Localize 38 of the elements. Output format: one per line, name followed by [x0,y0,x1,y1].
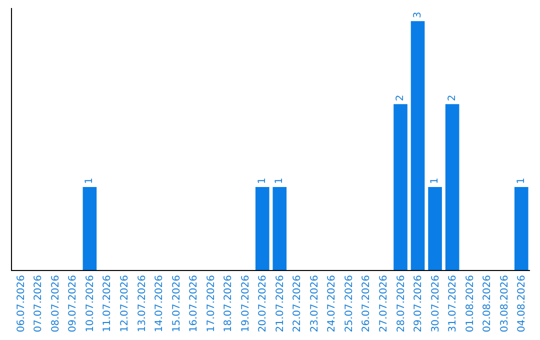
x-tick-label: 06.07.2026 [16,275,27,332]
data-label: 2 [395,94,406,102]
data-label: 1 [430,178,441,184]
x-tick-label: 25.07.2026 [344,275,355,332]
data-label: 2 [446,94,458,102]
x-tick-label: 16.07.2026 [188,275,200,332]
data-label: 1 [256,178,268,184]
x-tick-label: 27.07.2026 [378,275,390,332]
x-tick-label: 28.07.2026 [396,275,407,332]
x-tick-label: 24.07.2026 [326,275,338,332]
x-tick-label: 01.08.2026 [464,275,476,332]
x-tick-label: 15.07.2026 [171,275,182,332]
x-tick-label: 13.07.2026 [136,275,148,332]
x-tick-label: 10.07.2026 [84,275,96,332]
x-tick-label: 22.07.2026 [292,275,304,332]
x-tick-label: 21.07.2026 [274,275,286,332]
x-tick-label: 07.07.2026 [33,275,44,332]
data-label: 1 [84,178,96,184]
x-tick-label: 23.07.2026 [309,275,320,332]
x-tick-label: 18.07.2026 [223,275,234,332]
x-tick-label: 30.07.2026 [430,275,442,332]
x-tick-label: 19.07.2026 [240,275,252,332]
x-tick-label: 02.08.2026 [482,275,494,332]
x-tick-label: 31.07.2026 [448,275,459,332]
data-label: 1 [516,178,527,184]
x-tick-label: 03.08.2026 [499,275,510,332]
x-tick-label: 04.08.2026 [516,275,528,332]
x-tick-label: 17.07.2026 [206,275,217,332]
x-tick-label: 09.07.2026 [68,275,79,332]
x-tick-label: 08.07.2026 [50,275,62,332]
data-label: 1 [274,178,286,184]
data-label: 3 [412,12,424,18]
x-tick-label: 26.07.2026 [361,275,372,332]
x-tick-label: 14.07.2026 [154,275,166,332]
x-tick-label: 11.07.2026 [102,275,114,332]
x-tick-label: 29.07.2026 [413,275,424,332]
x-tick-label: 12.07.2026 [119,275,130,332]
x-tick-label: 20.07.2026 [258,275,269,332]
